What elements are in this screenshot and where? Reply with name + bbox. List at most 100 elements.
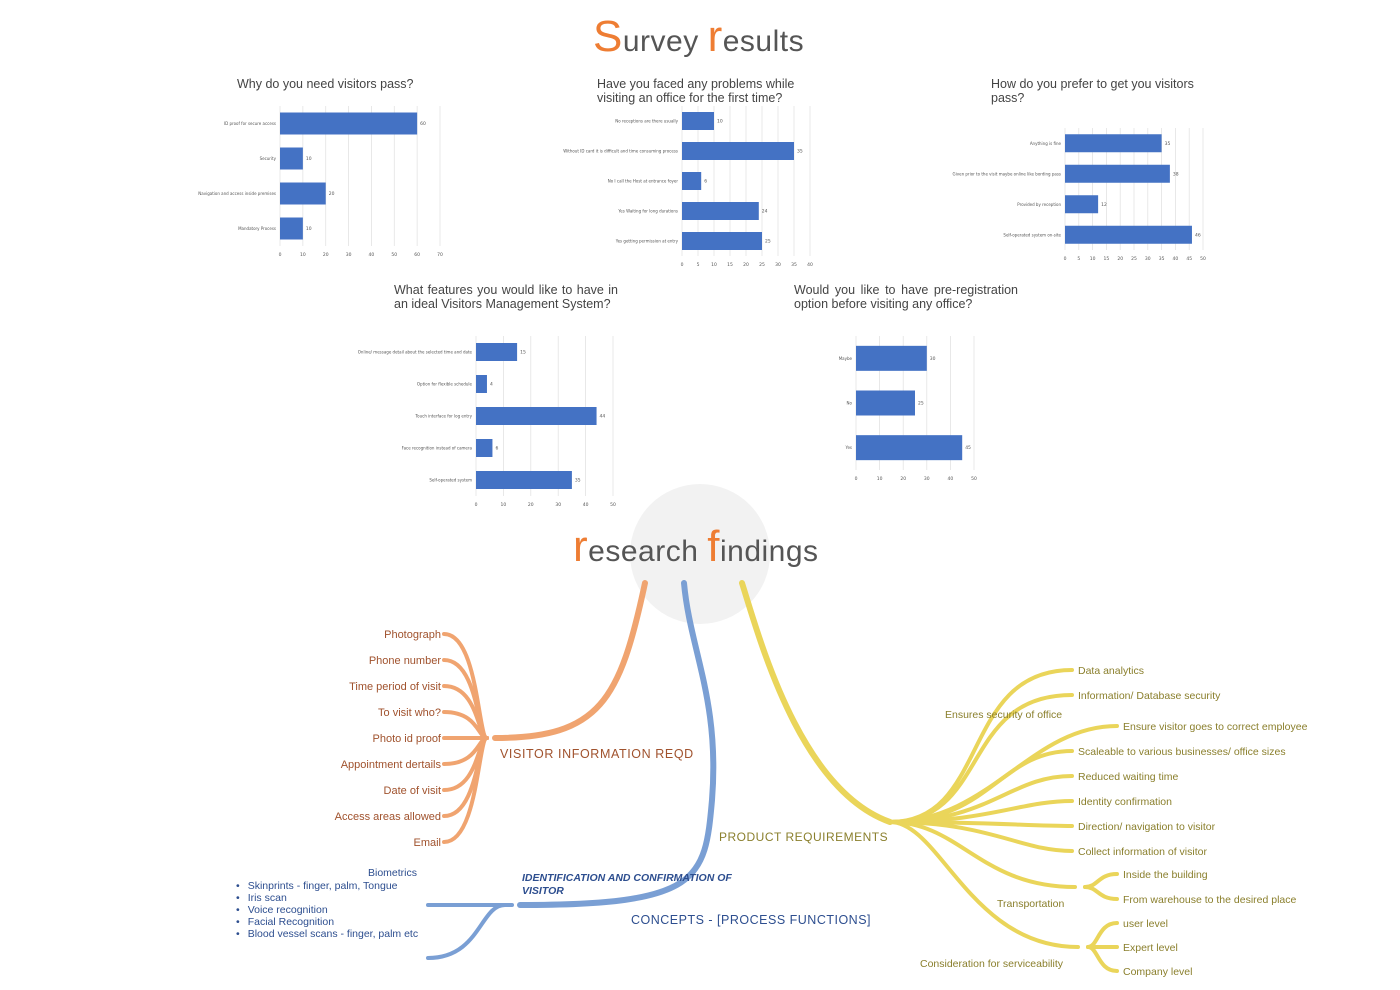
product-item: Ensure visitor goes to correct employee [1123,721,1308,733]
data-label: 24 [762,209,768,215]
x-tick-label: 25 [759,262,765,268]
biometrics-item: Iris scan [236,892,418,904]
bar [476,407,597,425]
data-label: 38 [1173,171,1179,177]
survey-results-title: Survey results [593,12,805,61]
bar [280,147,303,170]
category-label: No [847,401,853,406]
data-label: 25 [765,239,771,245]
data-label: 4 [490,382,493,388]
bar [476,375,487,393]
bar [682,142,794,160]
category-label: Option for flexible schedule [417,382,473,387]
category-label: Self-operated system on-site [1003,232,1061,237]
bar [280,112,418,135]
bar [476,471,572,489]
category-label: Self-operated system [429,478,472,483]
data-label: 30 [930,356,936,362]
bar [476,343,518,361]
serviceability-item: Company level [1123,966,1192,978]
serviceability-label: Consideration for serviceability [920,958,1064,970]
category-label: Given prior to the visit maybe online li… [953,171,1061,176]
category-label: Online/ message detail about the selecte… [358,350,473,355]
transportation-item: From warehouse to the desired place [1123,894,1297,906]
concepts-label: CONCEPTS - [PROCESS FUNCTIONS] [631,913,871,927]
product-item: Reduced waiting time [1078,771,1179,783]
visitor-info-item: Access areas allowed [335,811,441,823]
serviceability-item: Expert level [1123,942,1178,954]
x-tick-label: 35 [791,262,797,268]
data-label: 6 [704,179,707,185]
transportation-item: Inside the building [1123,869,1208,881]
x-tick-label: 25 [1131,256,1137,262]
data-label: 44 [600,414,606,420]
data-label: 20 [329,191,335,197]
biometrics-item: Voice recognition [236,904,418,916]
biometrics-label: Biometrics [368,867,417,879]
visitor-info-item: Photo id proof [373,733,442,745]
x-tick-label: 20 [528,502,534,508]
category-label: Anything is fine [1030,141,1062,146]
chart-ideal-features: 0 10 20 30 40 50 Online/ message detail about … [358,336,616,508]
x-tick-label: 50 [610,502,616,508]
x-tick-label: 20 [323,252,329,258]
product-item: Direction/ navigation to visitor [1078,821,1216,833]
chart-problems-first-visit: 0 5 10 15 20 25 30 35 40 No receptions are there … [563,106,813,268]
visitor-info-item: Time period of visit [349,681,441,693]
bar [280,217,303,240]
x-tick-label: 5 [1077,256,1080,262]
x-tick-label: 40 [369,252,375,258]
data-label: 10 [717,119,723,125]
x-tick-label: 40 [583,502,589,508]
x-tick-label: 20 [900,476,906,482]
bar [1065,225,1192,244]
data-label: 25 [918,401,924,407]
product-item: Identity confirmation [1078,796,1172,808]
product-item: Data analytics [1078,665,1144,677]
biometrics-list: Skinprints - finger, palm, Tongue Iris s… [236,880,418,940]
product-item: Collect information of visitor [1078,846,1207,858]
x-tick-label: 10 [877,476,883,482]
category-label: Security [260,156,277,161]
x-tick-label: 10 [300,252,306,258]
category-label: Yes [845,445,852,450]
chart-title-c2: Have you faced any problems while visiti… [597,77,795,105]
x-tick-label: 0 [475,502,478,508]
chart-title-c4: What features you would like to have in … [394,283,618,311]
chart-why-visitors-pass: 0 10 20 30 40 50 60 70 ID proof for secure acces… [198,106,443,258]
data-label: 10 [306,156,312,162]
x-tick-label: 50 [1200,256,1206,262]
visitor-info-items: Photograph Phone number Time period of v… [335,629,442,849]
x-tick-label: 10 [501,502,507,508]
product-requirements-label: PRODUCT REQUIREMENTS [719,830,888,844]
category-label: Maybe [839,356,853,361]
category-label: Mandatory Process [238,226,276,231]
visitor-info-item: To visit who? [378,707,441,719]
chart-title-c5: Would you like to have pre-registration … [794,283,1018,311]
data-label: 6 [495,446,498,452]
data-label: 35 [575,478,581,484]
category-label: Face recognition instead of camera [402,446,473,451]
category-label: No I call the Host at entrance foyer [608,179,679,184]
x-tick-label: 50 [971,476,977,482]
bar [856,345,927,371]
data-label: 15 [520,350,526,356]
identification-label-line2: VISITOR [522,885,564,897]
identification-label-line1: IDENTIFICATION AND CONFIRMATION OF [522,872,732,884]
x-tick-label: 15 [727,262,733,268]
orange-branch [442,580,648,844]
yellow-branch [739,580,1119,973]
chart-title-c1: Why do you need visitors pass? [237,77,414,91]
x-tick-label: 0 [279,252,282,258]
biometrics-item: Facial Recognition [236,916,418,928]
data-label: 60 [420,121,426,127]
research-hub-circle [630,484,770,624]
blue-branch [426,580,717,960]
x-tick-label: 30 [924,476,930,482]
bar [476,439,493,457]
category-label: Yes Waiting for long durations [617,209,678,214]
x-tick-label: 50 [391,252,397,258]
x-tick-label: 0 [855,476,858,482]
research-findings-title: research findings [573,522,819,571]
